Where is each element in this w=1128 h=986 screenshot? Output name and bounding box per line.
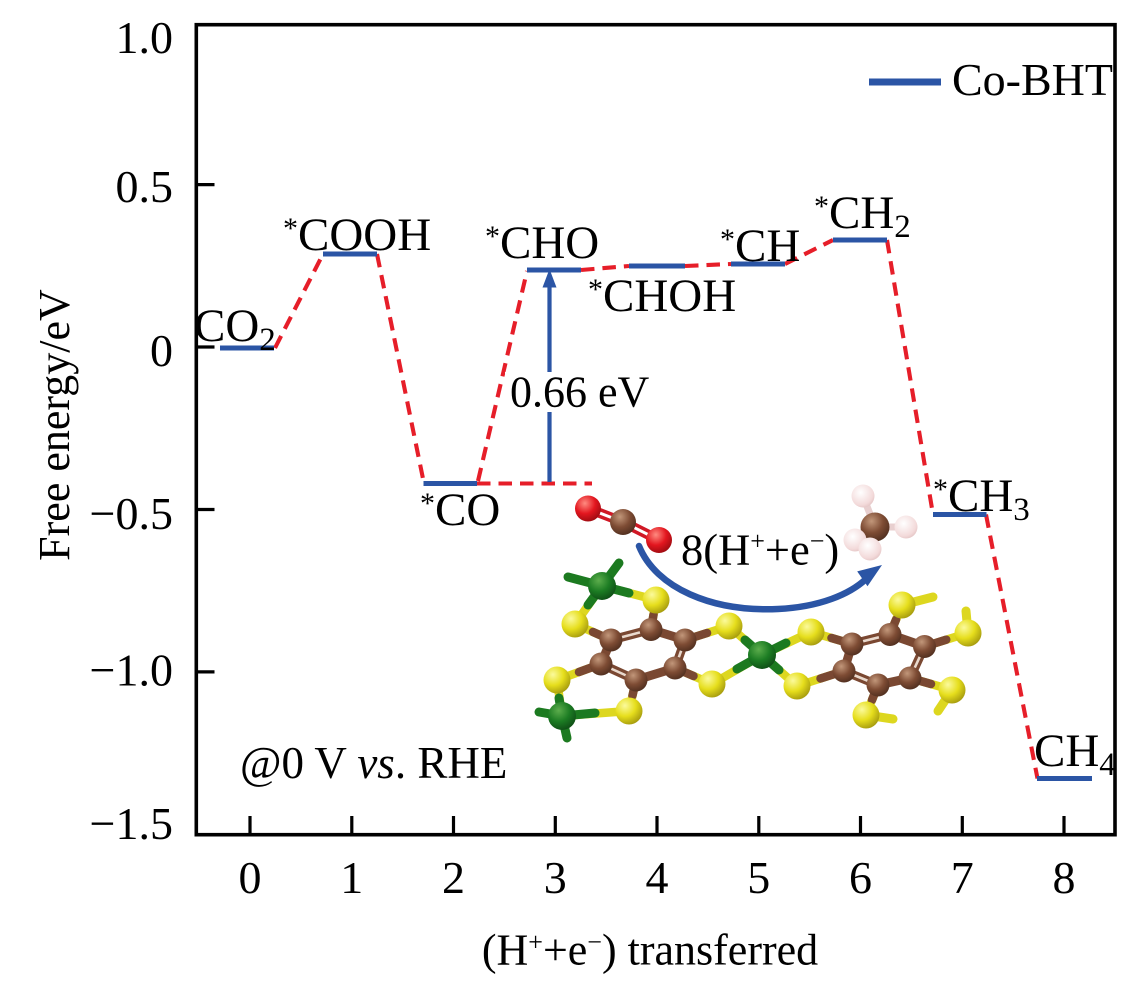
svg-text:*CH3: *CH3 [933,470,1030,528]
svg-text:3: 3 [544,852,567,903]
svg-text:5: 5 [747,852,770,903]
svg-text:6: 6 [849,852,872,903]
svg-text:0: 0 [150,325,173,376]
svg-text:7: 7 [951,852,974,903]
svg-text:*COOH: *COOH [283,209,431,261]
svg-text:*CH: *CH [720,220,800,272]
svg-text:1: 1 [340,852,363,903]
svg-text:*CHO: *CHO [485,217,599,269]
svg-text:2: 2 [442,852,465,903]
svg-text:1.0: 1.0 [116,12,174,63]
svg-text:0: 0 [239,852,262,903]
svg-text:0.66 eV: 0.66 eV [510,368,650,417]
svg-text:Free energy/eV: Free energy/eV [30,289,79,561]
svg-text:4: 4 [646,852,669,903]
svg-text:(H++e−) transferred: (H++e−) transferred [482,926,818,975]
svg-text:−1.0: −1.0 [90,645,173,696]
svg-text:8: 8 [1053,852,1076,903]
svg-text:0.5: 0.5 [116,161,174,212]
svg-text:−1.5: −1.5 [90,798,173,849]
svg-text:@0 V vs. RHE: @0 V vs. RHE [240,738,507,788]
svg-text:*CHOH: *CHOH [588,270,736,322]
svg-text:Co-BHT: Co-BHT [952,54,1113,105]
svg-text:−0.5: −0.5 [90,488,173,539]
